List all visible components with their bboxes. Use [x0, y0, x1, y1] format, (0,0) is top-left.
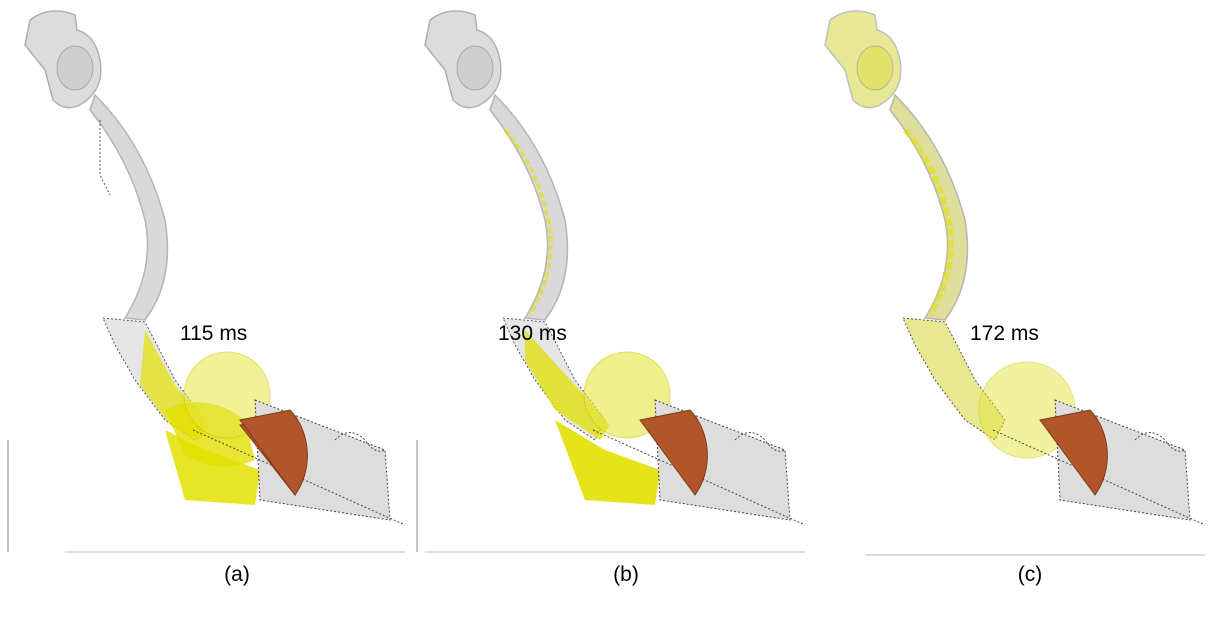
simulation-panel-b: 130 ms	[405, 0, 805, 560]
caption-c: (c)	[1017, 563, 1043, 586]
caption-b: (b)	[613, 563, 639, 586]
simulation-panel-c: 172 ms	[805, 0, 1205, 560]
time-label: 115 ms	[180, 322, 248, 345]
casting-render-a	[7, 10, 405, 553]
casting-render-b	[416, 10, 805, 553]
time-label: 130 ms	[498, 322, 567, 345]
time-label: 172 ms	[970, 322, 1039, 345]
simulation-panel-a: 115 ms	[5, 0, 405, 560]
caption-a: (a)	[224, 563, 250, 586]
casting-render-c	[824, 10, 1205, 556]
